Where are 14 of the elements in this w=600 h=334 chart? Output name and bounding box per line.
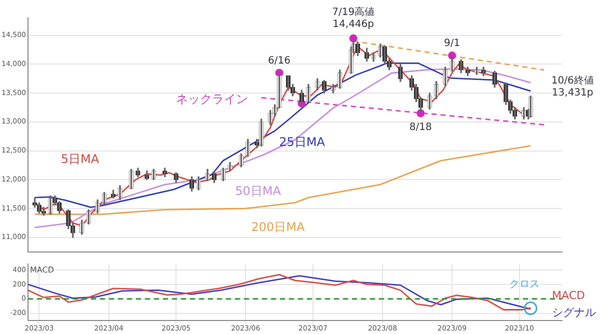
series-label: 25日MA [279, 135, 326, 150]
annotation: 7/19高値 14,446p [332, 6, 375, 30]
annotation: 6/16 [268, 55, 291, 66]
series-label: 200日MA [251, 220, 306, 234]
series-label: MACD [552, 288, 585, 302]
annotation: 8/18 [409, 122, 432, 133]
chart-title: MACD [30, 265, 54, 274]
text: 5日MA [60, 152, 100, 166]
series-label: ネックライン [176, 92, 248, 106]
annotation: 10/6終値 13,431p [551, 74, 594, 99]
series-label: 50日MA [235, 184, 282, 198]
annotation: 9/1 [444, 38, 460, 50]
annotation: クロス [510, 278, 540, 290]
series-label: シグナル [552, 306, 596, 319]
